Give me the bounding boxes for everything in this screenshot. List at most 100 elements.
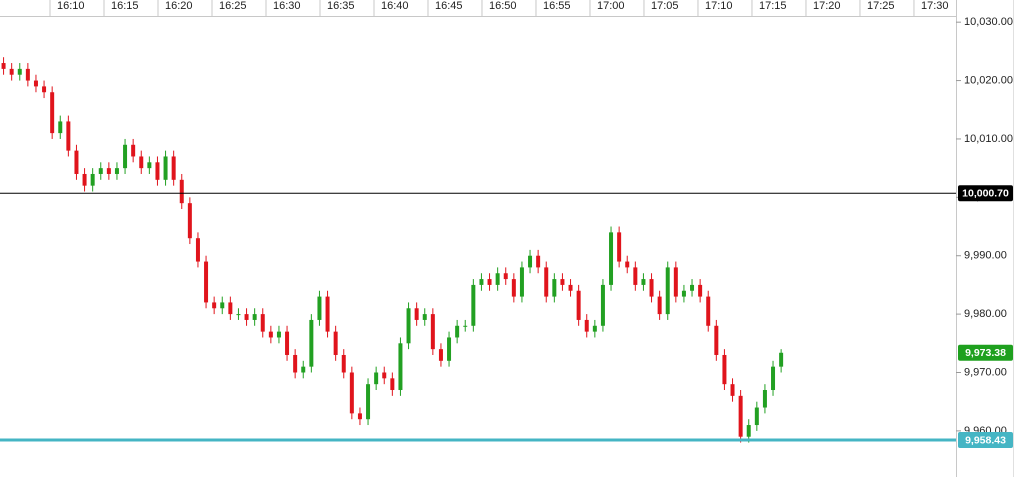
- candle-body: [260, 314, 265, 332]
- candle-body: [382, 372, 387, 379]
- candle-body: [309, 319, 314, 367]
- candle-body: [771, 366, 776, 391]
- candle-body: [252, 314, 257, 320]
- candle-body: [349, 372, 354, 414]
- candle-body: [139, 156, 144, 169]
- candle-body: [592, 325, 597, 332]
- x-tick-label: 16:50: [489, 0, 517, 12]
- candle-body: [438, 349, 443, 361]
- x-tick-label: 16:15: [111, 0, 139, 12]
- candle-body: [268, 331, 273, 338]
- candle-body: [25, 68, 30, 81]
- candle-body: [430, 314, 435, 350]
- candle-body: [625, 261, 630, 268]
- candle-body: [220, 302, 225, 309]
- candle-body: [479, 279, 484, 285]
- candle-body: [317, 296, 322, 320]
- candle-body: [106, 168, 111, 174]
- x-tick-label: 17:30: [921, 0, 949, 12]
- candle-body: [754, 407, 759, 426]
- candle-body: [1, 63, 6, 69]
- candle-body: [544, 267, 549, 297]
- candle-body: [17, 68, 22, 75]
- candle-body: [366, 384, 371, 420]
- candle-body: [325, 296, 330, 332]
- candle-body: [519, 267, 524, 297]
- candle-body: [463, 325, 468, 327]
- candle-body: [147, 162, 152, 169]
- candle-body: [374, 372, 379, 385]
- candle-body: [398, 343, 403, 391]
- price-tag-label: 9,958.43: [965, 434, 1006, 446]
- y-tick-label: 9,990.00: [964, 250, 1007, 262]
- candle-body: [228, 302, 233, 315]
- candle-body: [123, 144, 128, 169]
- candle-body: [50, 92, 55, 134]
- x-tick-label: 16:10: [57, 0, 85, 12]
- candle-body: [293, 354, 298, 373]
- candle-body: [503, 273, 508, 280]
- y-tick-label: 9,980.00: [964, 308, 1007, 320]
- candle-body: [487, 279, 492, 285]
- candle-body: [762, 390, 767, 408]
- candle-body: [155, 162, 160, 180]
- candle-body: [746, 425, 751, 437]
- price-tag: [958, 185, 1013, 202]
- y-tick-label: 9,970.00: [964, 366, 1007, 378]
- candle-body: [552, 279, 557, 297]
- candle-body: [665, 267, 670, 315]
- x-tick-label: 16:40: [381, 0, 409, 12]
- candle-body: [730, 384, 735, 396]
- x-tick-label: 16:45: [435, 0, 463, 12]
- candle-body: [131, 144, 136, 157]
- candle-body: [276, 331, 281, 338]
- x-tick-label: 16:35: [327, 0, 355, 12]
- x-tick-label: 17:20: [813, 0, 841, 12]
- candle-body: [406, 308, 411, 344]
- candle-body: [722, 354, 727, 385]
- candle-body: [447, 337, 452, 361]
- candle-body: [698, 284, 703, 297]
- candle-body: [66, 121, 71, 151]
- x-tick-label: 17:05: [651, 0, 679, 12]
- candle-body: [471, 284, 476, 326]
- price-tag-label: 10,000.70: [962, 188, 1009, 200]
- candle-body: [495, 273, 500, 285]
- candle-body: [779, 352, 784, 367]
- candle-body: [649, 279, 654, 297]
- candle-body: [584, 319, 589, 332]
- candle-body: [98, 168, 103, 174]
- candle-body: [600, 284, 605, 326]
- candle-body: [414, 308, 419, 320]
- candle-body: [706, 296, 711, 326]
- candle-body: [738, 395, 743, 437]
- candle-body: [568, 284, 573, 291]
- candle-body: [341, 354, 346, 373]
- y-tick-label: 10,030.00: [964, 16, 1013, 28]
- candle-body: [33, 80, 38, 87]
- candle-body: [455, 325, 460, 338]
- candle-body: [357, 413, 362, 420]
- candle-body: [673, 267, 678, 297]
- x-tick-label: 16:30: [273, 0, 301, 12]
- x-tick-label: 17:10: [705, 0, 733, 12]
- candle-body: [179, 179, 184, 204]
- candle-body: [171, 156, 176, 180]
- y-tick-label: 10,010.00: [964, 133, 1013, 145]
- candle-body: [285, 331, 290, 355]
- candle-body: [609, 232, 614, 285]
- price-tag: [958, 432, 1013, 449]
- candle-body: [82, 173, 87, 186]
- candle-body: [74, 150, 79, 174]
- candle-body: [422, 314, 427, 320]
- candle-body: [301, 366, 306, 373]
- candle-body: [390, 378, 395, 391]
- candle-body: [690, 284, 695, 291]
- candle-body: [560, 279, 565, 285]
- candle-body: [633, 267, 638, 285]
- candle-body: [576, 290, 581, 320]
- candle-body: [42, 86, 47, 93]
- candle-body: [244, 314, 249, 320]
- price-tag: [958, 344, 1013, 361]
